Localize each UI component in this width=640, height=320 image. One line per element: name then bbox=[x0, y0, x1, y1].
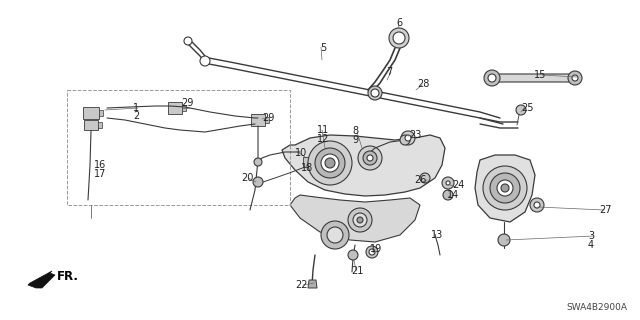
Polygon shape bbox=[265, 117, 269, 123]
Text: FR.: FR. bbox=[57, 270, 79, 284]
Circle shape bbox=[327, 227, 343, 243]
Polygon shape bbox=[475, 155, 535, 222]
Circle shape bbox=[254, 158, 262, 166]
Text: 10: 10 bbox=[295, 148, 307, 158]
Text: 18: 18 bbox=[301, 163, 313, 173]
Circle shape bbox=[405, 135, 411, 141]
Text: 29: 29 bbox=[262, 113, 274, 123]
Text: 9: 9 bbox=[352, 135, 358, 145]
Circle shape bbox=[253, 177, 263, 187]
Polygon shape bbox=[84, 120, 98, 130]
Circle shape bbox=[484, 70, 500, 86]
Text: 4: 4 bbox=[588, 240, 594, 250]
Text: 12: 12 bbox=[317, 134, 329, 144]
Text: 27: 27 bbox=[600, 205, 612, 215]
Circle shape bbox=[497, 180, 513, 196]
Circle shape bbox=[321, 154, 339, 172]
Circle shape bbox=[371, 89, 379, 97]
Circle shape bbox=[501, 184, 509, 192]
Circle shape bbox=[443, 190, 453, 200]
Circle shape bbox=[572, 75, 578, 81]
Text: 28: 28 bbox=[417, 79, 429, 89]
Circle shape bbox=[315, 148, 345, 178]
Circle shape bbox=[367, 155, 373, 161]
Text: 29: 29 bbox=[181, 98, 193, 108]
Polygon shape bbox=[28, 271, 55, 288]
Circle shape bbox=[184, 37, 192, 45]
Circle shape bbox=[488, 74, 496, 82]
Polygon shape bbox=[168, 102, 182, 114]
Polygon shape bbox=[490, 74, 578, 82]
Text: 19: 19 bbox=[370, 244, 382, 254]
Circle shape bbox=[353, 213, 367, 227]
Circle shape bbox=[498, 234, 510, 246]
Polygon shape bbox=[290, 195, 420, 242]
Circle shape bbox=[363, 151, 377, 165]
Circle shape bbox=[358, 146, 382, 170]
Text: 5: 5 bbox=[320, 43, 326, 53]
Text: 2: 2 bbox=[133, 111, 139, 121]
Polygon shape bbox=[303, 157, 317, 167]
Circle shape bbox=[516, 105, 526, 115]
Polygon shape bbox=[83, 107, 99, 119]
Circle shape bbox=[568, 71, 582, 85]
Polygon shape bbox=[99, 110, 103, 116]
Circle shape bbox=[348, 250, 358, 260]
Text: 1: 1 bbox=[133, 103, 139, 113]
Text: 22: 22 bbox=[296, 280, 308, 290]
Text: 15: 15 bbox=[534, 70, 546, 80]
Text: 23: 23 bbox=[409, 130, 421, 140]
Circle shape bbox=[321, 221, 349, 249]
Circle shape bbox=[442, 177, 454, 189]
Text: 24: 24 bbox=[452, 180, 464, 190]
Circle shape bbox=[308, 141, 352, 185]
Circle shape bbox=[483, 166, 527, 210]
Text: 14: 14 bbox=[447, 190, 459, 200]
Text: 7: 7 bbox=[386, 67, 392, 77]
Text: 16: 16 bbox=[94, 160, 106, 170]
Circle shape bbox=[400, 135, 410, 145]
Circle shape bbox=[325, 158, 335, 168]
Circle shape bbox=[530, 198, 544, 212]
Text: 11: 11 bbox=[317, 125, 329, 135]
Polygon shape bbox=[251, 114, 265, 126]
Text: 26: 26 bbox=[414, 175, 426, 185]
Circle shape bbox=[369, 249, 375, 255]
Circle shape bbox=[389, 28, 409, 48]
Circle shape bbox=[420, 173, 430, 183]
Polygon shape bbox=[182, 105, 186, 111]
Circle shape bbox=[446, 181, 450, 185]
Text: 8: 8 bbox=[352, 126, 358, 136]
Circle shape bbox=[368, 86, 382, 100]
Circle shape bbox=[393, 32, 405, 44]
Circle shape bbox=[200, 56, 210, 66]
Circle shape bbox=[401, 131, 415, 145]
Polygon shape bbox=[308, 280, 317, 288]
Circle shape bbox=[348, 208, 372, 232]
Circle shape bbox=[534, 202, 540, 208]
Text: SWA4B2900A: SWA4B2900A bbox=[566, 303, 627, 312]
Polygon shape bbox=[317, 159, 321, 165]
Circle shape bbox=[357, 217, 363, 223]
Text: 25: 25 bbox=[521, 103, 533, 113]
Text: 21: 21 bbox=[351, 266, 363, 276]
Polygon shape bbox=[98, 122, 102, 128]
Circle shape bbox=[490, 173, 520, 203]
Circle shape bbox=[366, 246, 378, 258]
Text: 13: 13 bbox=[431, 230, 443, 240]
Text: 3: 3 bbox=[588, 231, 594, 241]
Text: 6: 6 bbox=[396, 18, 402, 28]
Text: 20: 20 bbox=[241, 173, 253, 183]
Text: 17: 17 bbox=[94, 169, 106, 179]
Polygon shape bbox=[282, 135, 445, 196]
